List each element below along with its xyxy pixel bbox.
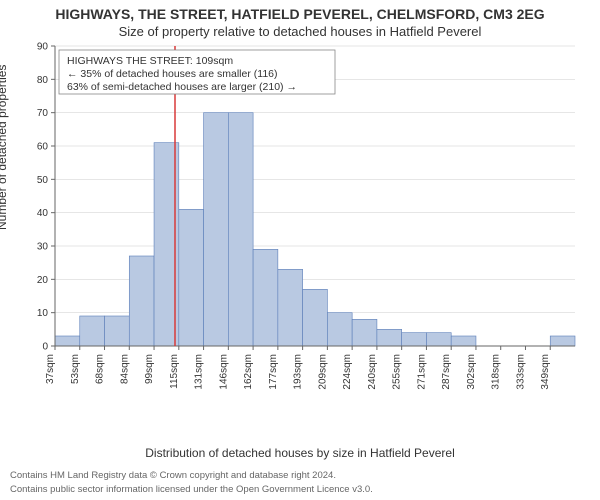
xtick-label: 99sqm — [144, 354, 155, 384]
ytick-label: 10 — [37, 308, 49, 319]
histogram-bar — [204, 113, 229, 346]
xtick-label: 209sqm — [317, 354, 328, 390]
ytick-label: 40 — [37, 208, 49, 219]
histogram-bar — [129, 256, 154, 346]
xtick-label: 193sqm — [293, 354, 304, 390]
histogram-bar — [253, 249, 278, 346]
xtick-label: 349sqm — [540, 354, 551, 390]
histogram-bar — [352, 319, 377, 346]
histogram-bar — [426, 333, 451, 346]
xtick-label: 53sqm — [70, 354, 81, 384]
histogram-bar — [80, 316, 105, 346]
xtick-label: 37sqm — [45, 354, 56, 384]
histogram-bar — [105, 316, 130, 346]
histogram-bar — [303, 289, 328, 346]
legend-line-2: ← 35% of detached houses are smaller (11… — [67, 68, 278, 80]
ytick-label: 80 — [37, 75, 49, 86]
histogram-bar — [278, 269, 303, 346]
plot-area: 010203040506070809037sqm53sqm68sqm84sqm9… — [55, 46, 575, 394]
histogram-bar — [402, 333, 427, 346]
xtick-label: 131sqm — [194, 354, 205, 390]
ytick-label: 50 — [37, 175, 49, 186]
xtick-label: 177sqm — [268, 354, 279, 390]
histogram-bar — [451, 336, 476, 346]
xtick-label: 162sqm — [243, 354, 254, 390]
xtick-label: 68sqm — [95, 354, 106, 384]
ytick-label: 0 — [42, 342, 48, 353]
xtick-label: 287sqm — [441, 354, 452, 390]
footer-line-2: Contains public sector information licen… — [10, 484, 373, 495]
y-axis-label: Number of detached properties — [0, 65, 9, 230]
xtick-label: 255sqm — [392, 354, 403, 390]
chart-svg: 010203040506070809037sqm53sqm68sqm84sqm9… — [55, 46, 575, 394]
xtick-label: 84sqm — [119, 354, 130, 384]
xtick-label: 318sqm — [491, 354, 502, 390]
histogram-bar — [550, 336, 575, 346]
footer-line-1: Contains HM Land Registry data © Crown c… — [10, 470, 336, 481]
histogram-bar — [327, 313, 352, 346]
xtick-label: 302sqm — [466, 354, 477, 390]
xtick-label: 333sqm — [515, 354, 526, 390]
xtick-label: 146sqm — [218, 354, 229, 390]
histogram-bar — [55, 336, 80, 346]
title-main: HIGHWAYS, THE STREET, HATFIELD PEVEREL, … — [0, 6, 600, 22]
ytick-label: 30 — [37, 242, 49, 253]
chart-container: HIGHWAYS, THE STREET, HATFIELD PEVEREL, … — [0, 0, 600, 500]
histogram-bar — [377, 329, 402, 346]
histogram-bar — [228, 113, 253, 346]
ytick-label: 70 — [37, 108, 49, 119]
histogram-bar — [179, 209, 204, 346]
xtick-label: 240sqm — [367, 354, 378, 390]
title-sub: Size of property relative to detached ho… — [0, 24, 600, 39]
xtick-label: 224sqm — [342, 354, 353, 390]
legend-line-1: HIGHWAYS THE STREET: 109sqm — [67, 55, 233, 67]
xtick-label: 115sqm — [169, 354, 180, 389]
ytick-label: 90 — [37, 42, 49, 53]
x-axis-label: Distribution of detached houses by size … — [0, 446, 600, 460]
ytick-label: 20 — [37, 275, 49, 286]
xtick-label: 271sqm — [416, 354, 427, 390]
ytick-label: 60 — [37, 142, 49, 153]
legend-line-3: 63% of semi-detached houses are larger (… — [67, 81, 297, 93]
